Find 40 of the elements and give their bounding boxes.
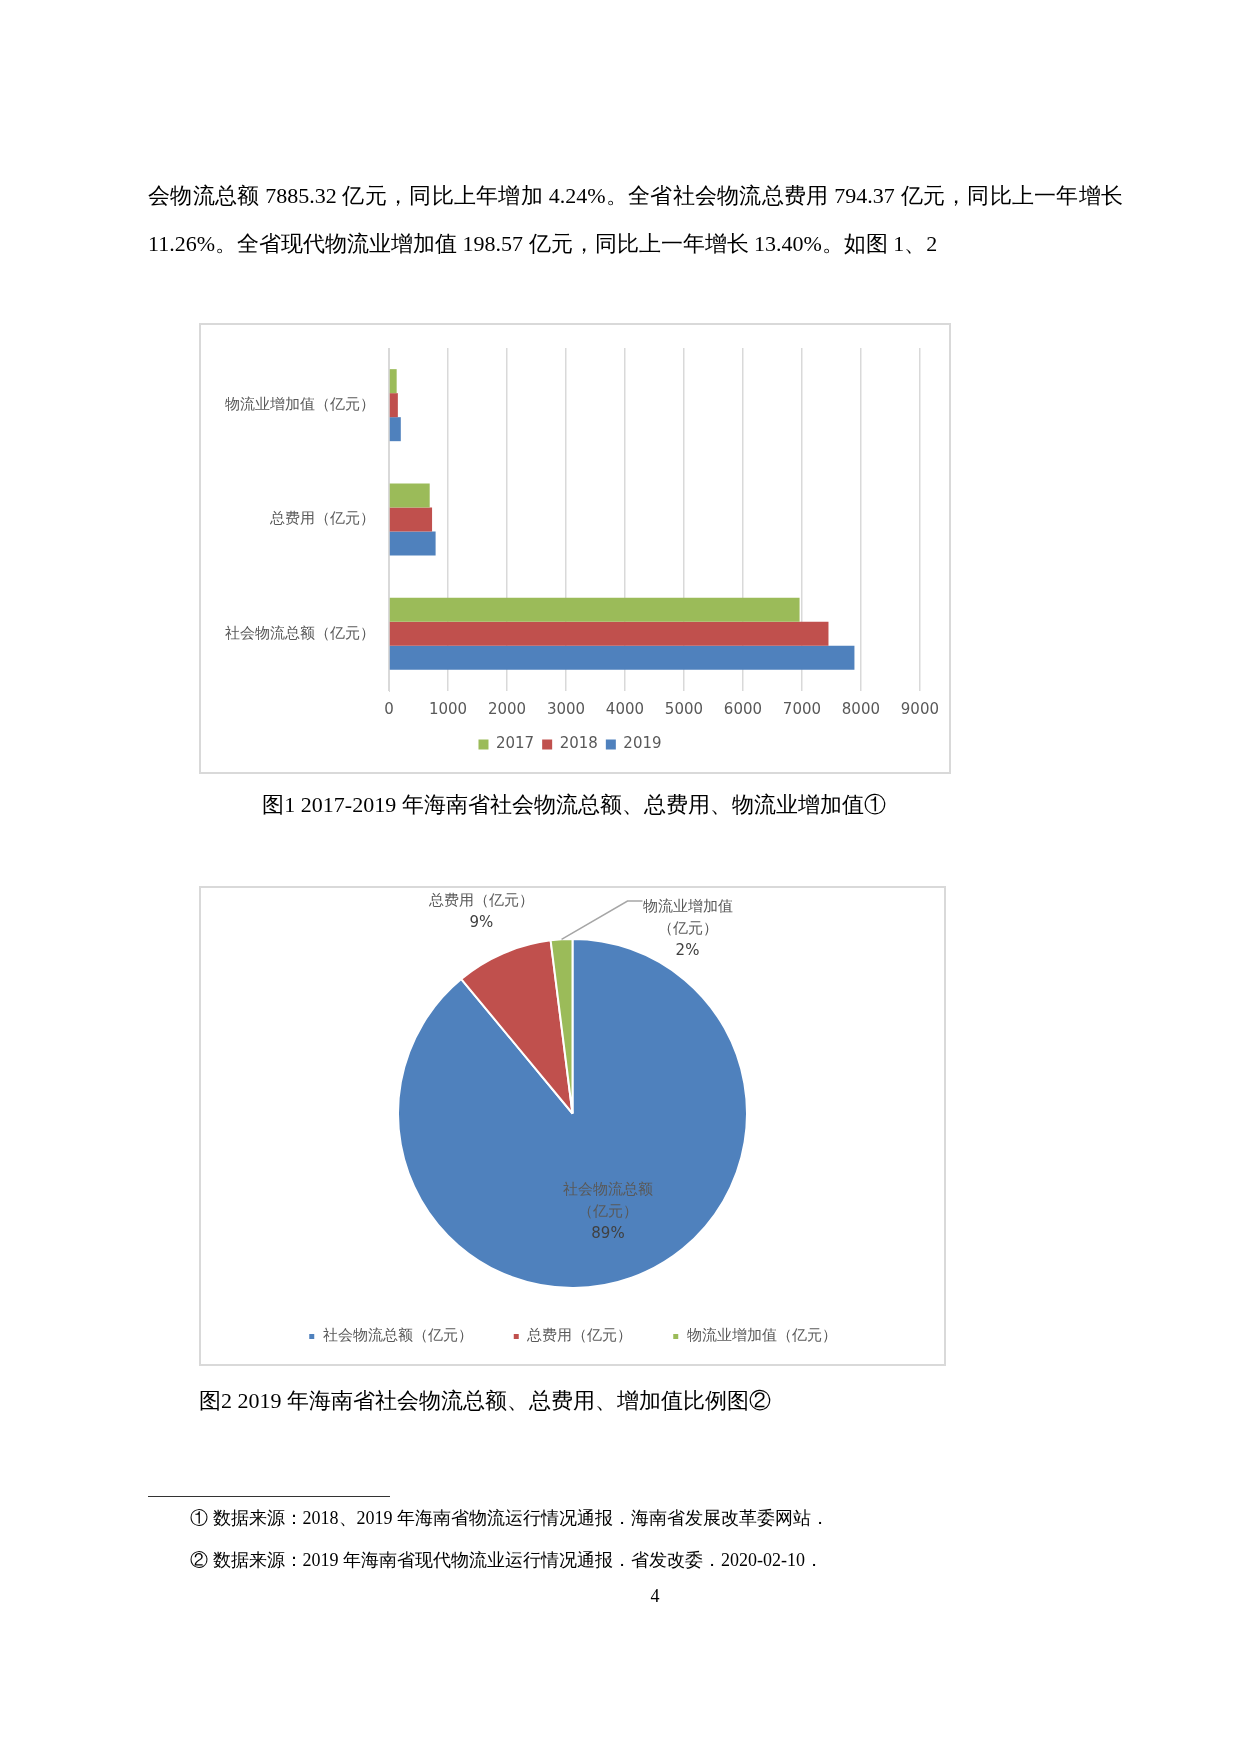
bar bbox=[389, 369, 397, 394]
bar bbox=[389, 483, 430, 508]
x-tick-label: 7000 bbox=[782, 699, 822, 718]
legend-label: 2017 bbox=[495, 734, 535, 753]
legend-label: 社会物流总额（亿元） bbox=[322, 1326, 473, 1345]
x-tick-label: 1000 bbox=[428, 699, 468, 718]
y-tick-label: 社会物流总额（亿元） bbox=[225, 623, 375, 642]
x-tick-label: 4000 bbox=[605, 699, 645, 718]
x-tick-label: 9000 bbox=[900, 699, 940, 718]
x-tick-label: 5000 bbox=[664, 699, 704, 718]
slice-label: 物流业增加值（亿元） bbox=[642, 896, 733, 937]
bar bbox=[389, 621, 829, 646]
bar bbox=[389, 417, 401, 442]
x-tick-label: 6000 bbox=[723, 699, 763, 718]
x-tick-label: 8000 bbox=[841, 699, 881, 718]
bar bbox=[389, 597, 800, 622]
data-label: 9% bbox=[469, 913, 494, 932]
bar bbox=[389, 393, 398, 418]
y-tick-label: 物流业增加值（亿元） bbox=[225, 395, 375, 414]
data-label: 2% bbox=[675, 940, 700, 959]
legend-label: 总费用（亿元） bbox=[526, 1326, 633, 1345]
text: 4 bbox=[649, 1586, 661, 1607]
y-tick-label: 总费用（亿元） bbox=[269, 509, 375, 528]
slice-label: 社会物流总额（亿元） bbox=[562, 1179, 653, 1220]
slice-label: 总费用（亿元） bbox=[427, 891, 534, 910]
data-label: 89% bbox=[591, 1223, 625, 1242]
text: 会物流总额 7885.32 亿元，同比上年增加 4.24%。全省社会物流总费用 794.37 亿元，同比上一年增长 11.26%。全省现代物流业增加值 198.57 亿元，同比上一年增长 13.40%。如图 1、2 bbox=[148, 182, 1123, 258]
text: ① 数据来源：2018、2019 年海南省物流运行情况通报．海南省发展改革委网站． bbox=[190, 1507, 829, 1530]
text: 图2 2019 年海南省社会物流总额、总费用、增加值比例图② bbox=[199, 1387, 771, 1415]
legend-label: 物流业增加值（亿元） bbox=[686, 1326, 837, 1345]
bar bbox=[389, 645, 855, 670]
legend-label: 2018 bbox=[559, 734, 598, 753]
x-tick-label: 3000 bbox=[546, 699, 586, 718]
text: ② 数据来源：2019 年海南省现代物流业运行情况通报．省发改委．2020-02-10． bbox=[190, 1549, 823, 1572]
text: 图1 2017-2019 年海南省社会物流总额、总费用、物流业增加值① bbox=[261, 791, 887, 819]
x-tick-label: 0 bbox=[384, 699, 394, 718]
bar bbox=[389, 531, 436, 556]
legend-label: 2019 bbox=[623, 734, 662, 753]
x-tick-label: 2000 bbox=[487, 699, 527, 718]
bar bbox=[389, 507, 433, 532]
